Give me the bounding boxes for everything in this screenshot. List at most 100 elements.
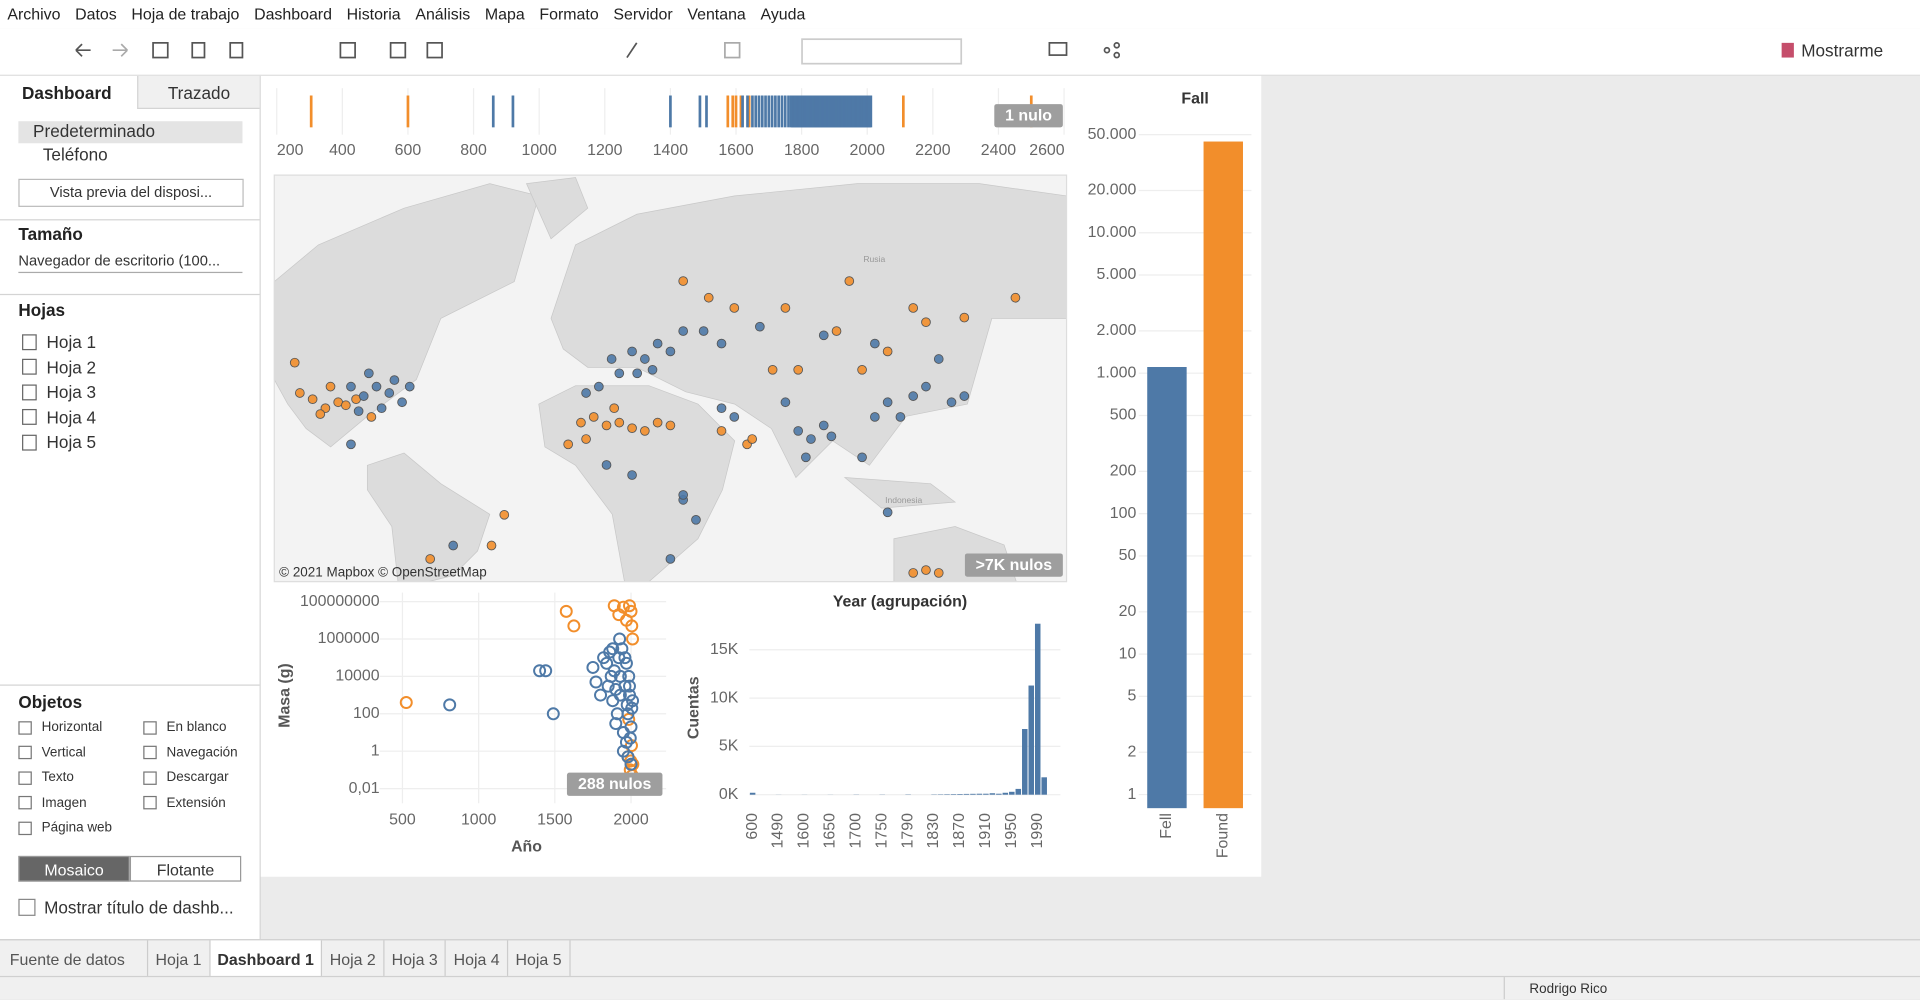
sheet-icon — [22, 434, 37, 451]
sheet-item[interactable]: Hoja 5 — [18, 430, 96, 454]
menu-item[interactable]: Mapa — [484, 4, 525, 24]
y-tick-label: 20 — [1119, 603, 1137, 620]
device-option[interactable]: Teléfono — [42, 144, 108, 165]
sheet-item[interactable]: Hoja 1 — [18, 329, 96, 353]
scatter-point — [620, 698, 634, 712]
sidebar-tab[interactable]: Dashboard — [22, 83, 112, 103]
sheet-tab[interactable]: Fuente de datos — [0, 940, 149, 978]
map-point — [857, 452, 867, 463]
sheet-item[interactable]: Hoja 2 — [18, 354, 96, 378]
map-point — [652, 338, 663, 349]
y-tick-label: 200 — [1110, 463, 1137, 480]
map-point — [665, 346, 676, 357]
null-indicator — [994, 104, 1063, 128]
sheet-item[interactable]: Hoja 3 — [18, 380, 96, 404]
scatter-point — [622, 712, 636, 726]
menu-item[interactable]: Dashboard — [254, 4, 332, 24]
show-me-button[interactable]: Mostrarme — [1781, 40, 1883, 60]
scatter-point — [606, 642, 620, 656]
map-point — [614, 368, 625, 379]
preview-button[interactable]: Vista previa del disposi... — [18, 178, 244, 207]
null-indicator — [566, 772, 663, 796]
object-item[interactable]: Descargar — [143, 765, 229, 789]
bar — [1015, 788, 1022, 795]
object-item[interactable]: Horizontal — [18, 715, 102, 739]
size-select[interactable]: Navegador de escritorio (100... — [18, 252, 243, 274]
sheet-tab[interactable]: Dashboard 1 — [210, 940, 323, 978]
map-point — [647, 364, 658, 375]
scatter-point — [539, 664, 553, 678]
object-item[interactable]: Texto — [18, 765, 74, 789]
sheet-tab[interactable]: Hoja 1 — [148, 940, 211, 978]
x-tick-label: 2000 — [850, 142, 886, 159]
menu-item[interactable]: Archivo — [7, 4, 61, 24]
map-point — [601, 460, 612, 470]
map-point — [729, 412, 740, 422]
object-item[interactable]: Navegación — [143, 740, 238, 764]
x-tick-label: 2200 — [915, 142, 951, 159]
sheet-icon — [22, 358, 37, 375]
object-item[interactable]: En blanco — [143, 715, 226, 739]
map-point — [581, 388, 591, 398]
menu-item[interactable]: Formato — [539, 4, 599, 24]
x-tick-label: 1800 — [784, 142, 820, 159]
y-tick-label: 10.000 — [1088, 224, 1137, 241]
sidebar-tab[interactable]: Trazado — [137, 75, 260, 109]
bar — [1203, 141, 1243, 809]
sheet-tab[interactable]: Hoja 5 — [508, 940, 571, 978]
menu-item[interactable]: Historia — [346, 4, 401, 24]
object-name: Extensión — [166, 795, 226, 811]
scatter-point — [443, 698, 457, 712]
sheet-item[interactable]: Hoja 4 — [18, 405, 96, 429]
map-point — [652, 417, 663, 428]
map-point — [908, 568, 919, 578]
map-point — [882, 346, 893, 357]
y-tick-label: 5.000 — [1097, 266, 1137, 283]
map-point — [609, 403, 620, 414]
object-item[interactable]: Imagen — [18, 790, 87, 814]
menu-item[interactable]: Ventana — [687, 4, 746, 24]
map-point — [959, 391, 970, 401]
bar — [996, 793, 1002, 795]
map-point — [755, 321, 765, 332]
map-point — [384, 388, 395, 398]
menu-item[interactable]: Datos — [75, 4, 117, 24]
y-tick-label: 10K — [710, 689, 739, 706]
map-point — [588, 412, 599, 422]
map-point — [640, 426, 650, 436]
x-tick-label: 1000 — [461, 812, 497, 829]
user-name[interactable]: Rodrigo Rico — [1503, 977, 1689, 1000]
map-point — [665, 554, 676, 564]
bar — [1147, 366, 1187, 809]
map-point — [678, 490, 689, 500]
null-label: 1 nulo — [1005, 108, 1052, 125]
menu-item[interactable]: Análisis — [415, 4, 471, 24]
map-point — [346, 439, 356, 450]
x-tick-label: 400 — [329, 142, 356, 159]
map-point — [691, 514, 701, 525]
sheet-tab[interactable]: Hoja 4 — [446, 940, 509, 978]
map-point — [678, 326, 689, 336]
object-item[interactable]: Página web — [18, 816, 112, 840]
scatter-point — [546, 707, 560, 721]
menu-item[interactable]: Ayuda — [760, 4, 806, 24]
map-point — [818, 420, 829, 431]
map-point — [627, 346, 637, 357]
sheet-tab[interactable]: Hoja 2 — [322, 940, 385, 978]
sheet-tab[interactable]: Hoja 3 — [384, 940, 447, 978]
object-item[interactable]: Vertical — [18, 740, 86, 764]
menu-item[interactable]: Servidor — [613, 4, 673, 24]
layout-button[interactable]: Flotante — [129, 855, 242, 882]
bar — [1041, 777, 1047, 795]
null-indicator — [964, 553, 1063, 577]
x-tick-label: Found — [1214, 813, 1231, 858]
device-option[interactable]: Predeterminado — [18, 121, 243, 144]
show-title-option[interactable]: Mostrar título de dashb... — [18, 898, 234, 917]
map-point — [747, 434, 758, 444]
y-tick-label: 100000000 — [300, 593, 380, 610]
layout-button[interactable]: Mosaico — [18, 855, 130, 882]
menu-item[interactable]: Hoja de trabajo — [131, 4, 240, 24]
x-tick-label: 2600 — [1029, 142, 1065, 159]
object-item[interactable]: Extensión — [143, 790, 226, 814]
